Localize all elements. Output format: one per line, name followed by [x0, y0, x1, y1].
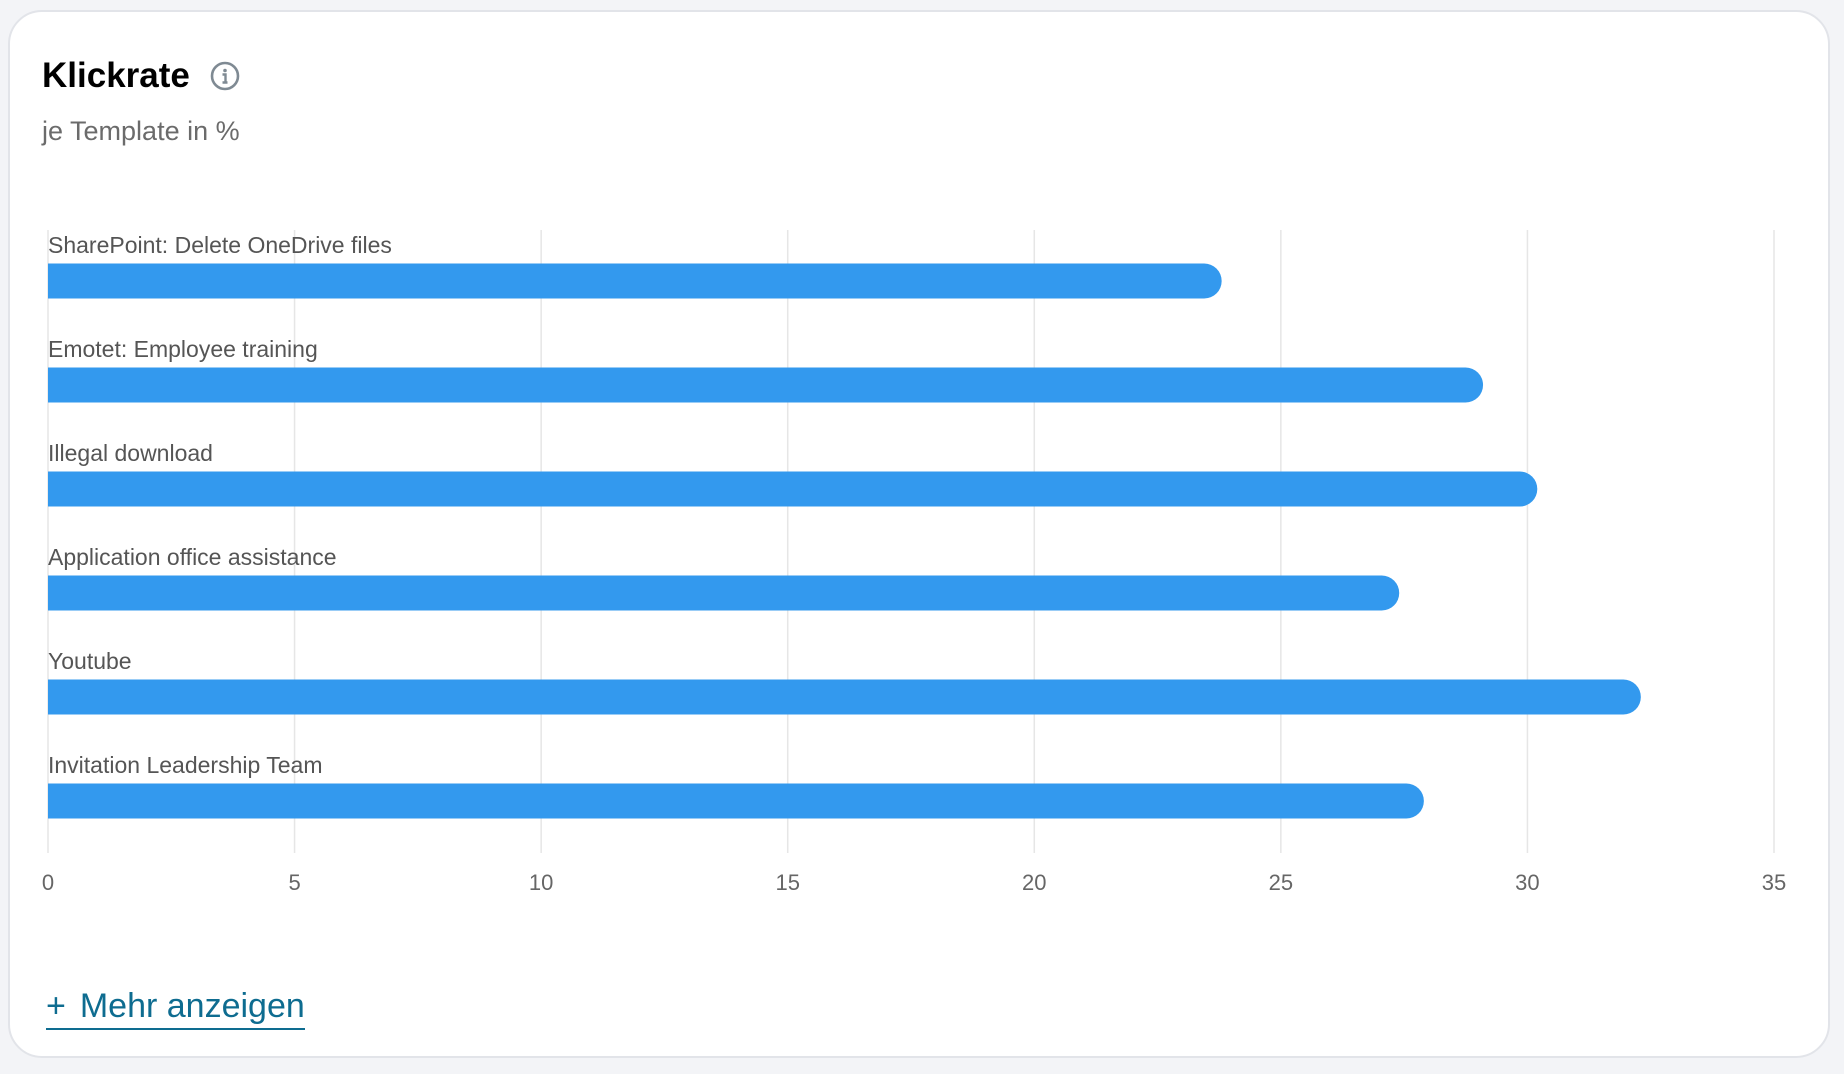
x-tick-label: 30	[1515, 870, 1539, 895]
x-tick-label: 5	[288, 870, 300, 895]
card-header: Klickrate	[42, 56, 240, 96]
bar-label: Youtube	[48, 648, 132, 674]
x-tick-label: 20	[1022, 870, 1046, 895]
bar	[48, 367, 1484, 403]
x-tick-label: 0	[42, 870, 54, 895]
x-tick-label: 35	[1762, 870, 1786, 895]
info-circle-icon[interactable]	[210, 61, 240, 91]
bar-label: Emotet: Employee training	[48, 336, 318, 362]
card-title: Klickrate	[42, 56, 190, 95]
bar-label: Illegal download	[48, 440, 213, 466]
x-tick-label: 10	[529, 870, 553, 895]
bar-label: Application office assistance	[48, 544, 337, 570]
click-rate-card: Klickrate je Template in % + Mehr anzeige…	[8, 10, 1830, 1058]
x-tick-label: 25	[1269, 870, 1293, 895]
bar-label: Invitation Leadership Team	[48, 752, 322, 778]
show-more-link[interactable]: + Mehr anzeigen	[46, 987, 305, 1030]
show-more-label: Mehr anzeigen	[79, 987, 305, 1025]
bar	[48, 783, 1424, 819]
bar	[48, 575, 1400, 611]
bar-label: SharePoint: Delete OneDrive files	[48, 232, 392, 258]
bar	[48, 471, 1538, 507]
plus-icon: +	[46, 987, 66, 1025]
card-subtitle: je Template in %	[42, 116, 240, 146]
bar	[48, 263, 1222, 299]
bar	[48, 679, 1641, 715]
x-tick-label: 15	[775, 870, 799, 895]
